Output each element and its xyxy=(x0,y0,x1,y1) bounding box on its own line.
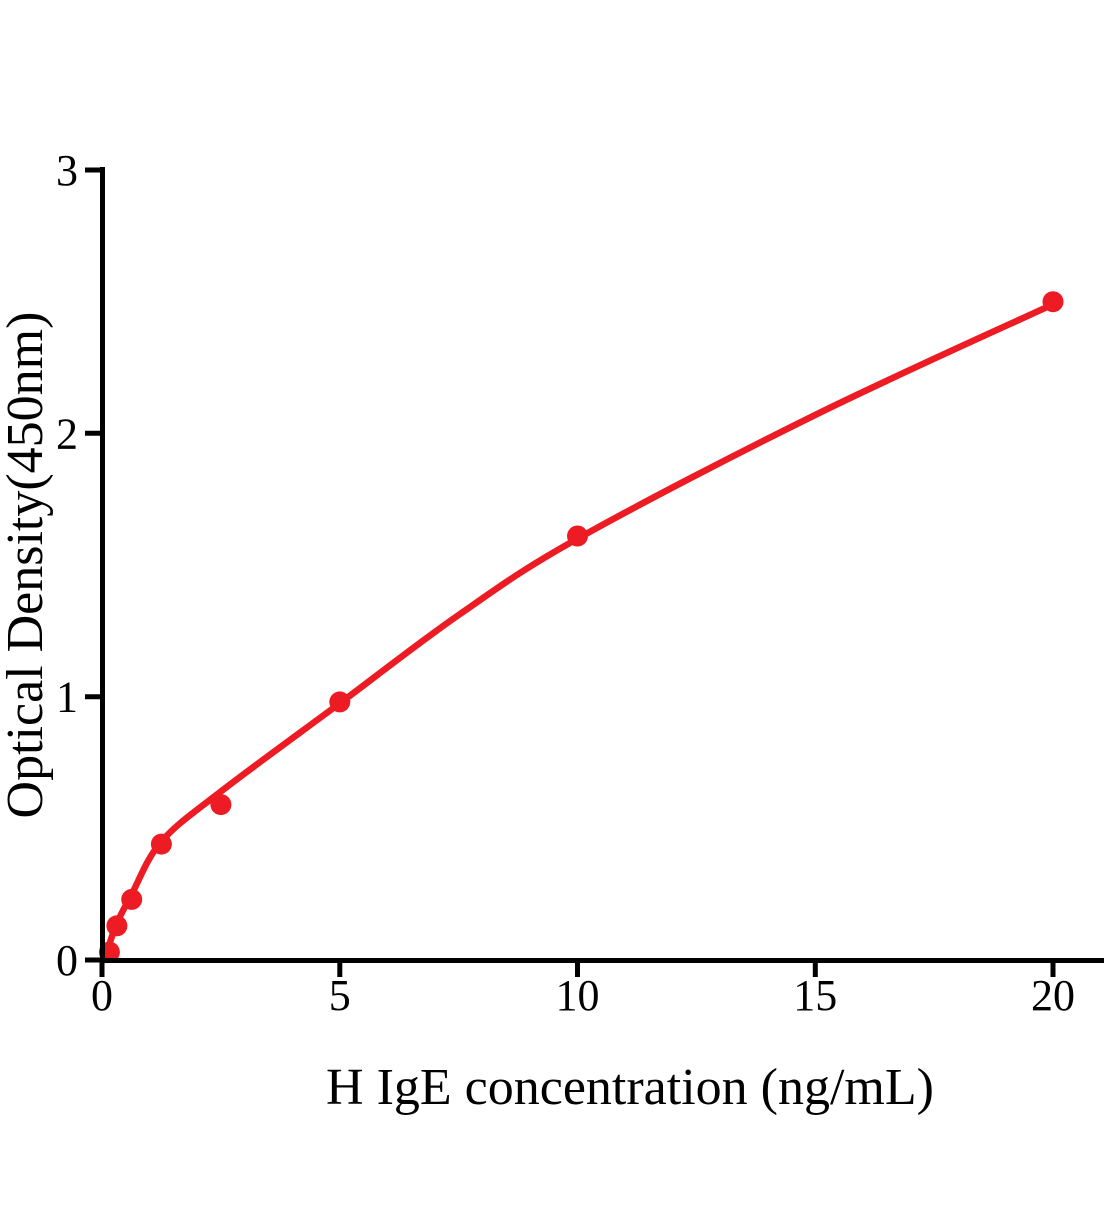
tick-labels: 0 1 2 3 0 5 10 15 20 xyxy=(56,146,1075,1020)
data-point xyxy=(210,794,232,816)
y-tick-label: 3 xyxy=(56,146,78,195)
data-point xyxy=(1042,291,1064,313)
x-tick-label: 15 xyxy=(793,971,837,1020)
data-point xyxy=(106,915,128,937)
y-tick-label: 2 xyxy=(56,409,78,458)
data-point xyxy=(329,691,351,713)
y-tick-label: 1 xyxy=(56,673,78,722)
x-tick-label: 10 xyxy=(556,971,600,1020)
x-tick-label: 20 xyxy=(1031,971,1075,1020)
data-point xyxy=(121,888,143,910)
fit-curve-path xyxy=(101,301,1057,964)
data-points xyxy=(98,291,1064,963)
standard-curve xyxy=(101,301,1057,964)
axes xyxy=(85,167,1104,977)
x-axis-title: H IgE concentration (ng/mL) xyxy=(326,1059,934,1116)
data-point xyxy=(150,833,172,855)
y-axis-title: Optical Density(450nm) xyxy=(0,312,54,819)
data-point xyxy=(567,525,588,547)
y-tick-label: 0 xyxy=(56,936,78,985)
x-tick-label: 5 xyxy=(329,971,351,1020)
x-tick-label: 0 xyxy=(91,971,113,1020)
